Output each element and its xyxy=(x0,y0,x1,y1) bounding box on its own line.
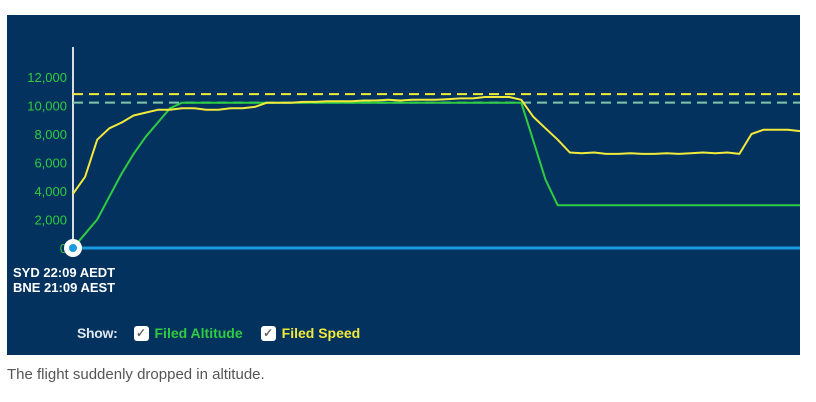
series-line-filed-speed xyxy=(72,96,800,195)
series-line-filed-altitude xyxy=(72,101,800,249)
y-tick-label: 6,000 xyxy=(34,156,67,171)
filed-speed-checkbox[interactable]: ✓ xyxy=(260,325,276,341)
legend: Show: ✓ Filed Altitude ✓ Filed Speed xyxy=(77,325,372,341)
y-tick-label: 0 xyxy=(60,241,67,256)
y-tick-label: 12,000 xyxy=(27,70,67,85)
start-marker-dot xyxy=(69,244,77,252)
filed-altitude-label[interactable]: Filed Altitude xyxy=(154,325,243,341)
flight-chart-panel: 0 2,000 4,000 6,000 8,000 10,000 12,000 SYD 22… xyxy=(7,15,800,355)
y-tick-label: 4,000 xyxy=(34,184,67,199)
filed-speed-label[interactable]: Filed Speed xyxy=(281,325,361,341)
filed-altitude-checkbox[interactable]: ✓ xyxy=(133,325,149,341)
y-tick-label: 10,000 xyxy=(27,99,67,114)
bne-time: BNE 21:09 AEST xyxy=(13,280,116,295)
y-tick-label: 2,000 xyxy=(34,213,67,228)
time-labels: SYD 22:09 AEDT BNE 21:09 AEST xyxy=(13,265,115,295)
altitude-speed-chart: 0 2,000 4,000 6,000 8,000 10,000 12,000 xyxy=(27,47,800,257)
caption: The flight suddenly dropped in altitude. xyxy=(7,366,265,383)
show-label: Show: xyxy=(77,325,118,341)
syd-time: SYD 22:09 AEDT xyxy=(13,265,116,280)
y-tick-label: 8,000 xyxy=(34,127,67,142)
